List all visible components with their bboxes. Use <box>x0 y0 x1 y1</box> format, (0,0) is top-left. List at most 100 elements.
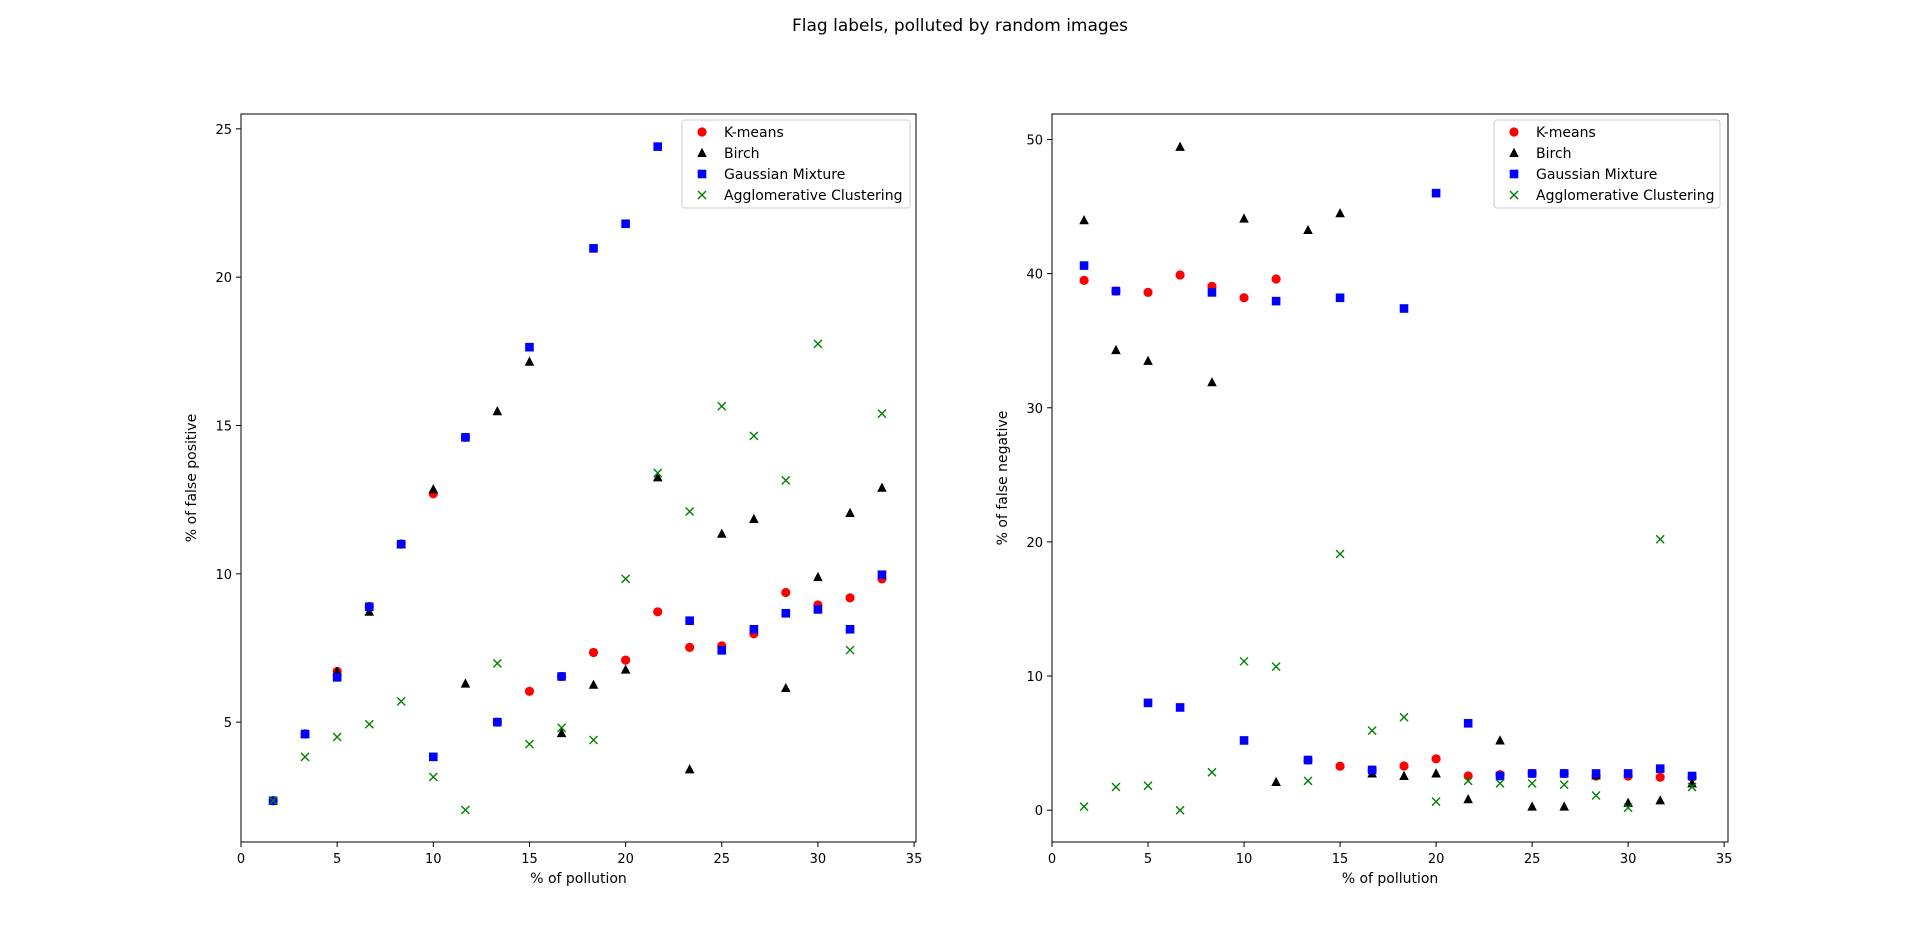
data-point <box>332 732 342 742</box>
data-point <box>1335 761 1345 771</box>
data-point <box>1239 656 1249 666</box>
x-tick-label: 5 <box>1144 852 1152 867</box>
data-point <box>685 642 695 652</box>
data-point <box>1495 778 1505 788</box>
y-tick-label: 0 <box>1035 804 1043 819</box>
data-point <box>1463 718 1473 728</box>
data-point <box>1143 698 1153 708</box>
x-tick-label: 25 <box>1524 852 1541 867</box>
x-tick-label: 15 <box>521 852 538 867</box>
x-tick-label: 0 <box>1048 852 1056 867</box>
legend-marker <box>697 190 707 200</box>
data-point <box>1687 771 1697 781</box>
data-point <box>589 244 598 253</box>
legend: K-means Birch Gaussian Mixture Agglomerativ… <box>1493 119 1721 209</box>
data-point <box>1431 797 1441 807</box>
data-point <box>1527 769 1537 778</box>
y-tick-label: 20 <box>1026 536 1043 551</box>
data-point <box>781 587 791 598</box>
subplot-2: 0 5 10 15 20 25 30 35 0 10 20 30 40 50 % of pollution%… <box>995 113 1733 887</box>
data-point <box>364 719 374 729</box>
data-point <box>429 752 438 762</box>
legend-marker <box>1509 127 1519 137</box>
data-point <box>1207 288 1217 297</box>
data-point <box>492 658 502 668</box>
data-point <box>396 539 406 549</box>
data-point <box>653 607 663 617</box>
data-point <box>364 602 374 612</box>
legend-label: Birch <box>724 146 760 162</box>
data-point <box>556 727 567 738</box>
legend-box <box>681 119 911 209</box>
data-point <box>525 342 534 352</box>
data-point <box>621 574 631 584</box>
legend-label: Agglomerative Clustering <box>724 188 902 204</box>
data-point <box>1079 261 1089 270</box>
data-point <box>749 431 759 441</box>
x-tick-label: 15 <box>1332 852 1349 867</box>
data-point <box>1463 794 1473 804</box>
x-tick-label: 20 <box>617 852 634 867</box>
data-point <box>813 571 823 582</box>
data-point <box>1175 270 1185 280</box>
series-gaussian-mixture <box>268 142 887 806</box>
data-point <box>621 219 630 229</box>
data-point <box>1271 776 1281 787</box>
data-point <box>877 570 887 580</box>
data-point <box>1399 770 1409 781</box>
data-point <box>845 593 855 603</box>
series-agglomerative-clustering <box>1079 534 1697 815</box>
data-point <box>1239 736 1249 745</box>
data-point <box>1207 767 1217 777</box>
data-point <box>1399 304 1409 313</box>
data-point <box>1367 726 1377 736</box>
x-tick-label: 20 <box>1428 852 1445 867</box>
data-point <box>877 482 887 492</box>
data-point <box>1623 797 1633 807</box>
legend-marker <box>1509 147 1519 157</box>
y-axis-label: % of false positive <box>184 414 200 542</box>
data-point <box>1591 790 1601 800</box>
data-point <box>1655 772 1665 782</box>
data-point <box>1111 286 1121 296</box>
data-point <box>717 646 727 655</box>
data-point <box>300 752 310 762</box>
x-axis-label: % of pollution <box>1342 871 1439 887</box>
x-tick-label: 30 <box>1620 852 1637 867</box>
data-point <box>1655 534 1665 544</box>
data-point <box>1559 780 1569 790</box>
x-axis-label: % of pollution <box>530 871 627 887</box>
x-tick-label: 25 <box>713 852 730 867</box>
data-point <box>460 678 471 688</box>
data-point <box>1303 776 1313 786</box>
y-axis-label: % of false negative <box>995 411 1011 546</box>
data-point <box>1623 769 1633 778</box>
data-point <box>813 339 823 349</box>
series-birch <box>268 356 887 805</box>
legend: K-means Birch Gaussian Mixture Agglomerativ… <box>681 119 911 209</box>
data-point <box>1303 224 1313 235</box>
data-point <box>717 401 727 411</box>
data-point <box>1559 769 1569 778</box>
legend-label: Agglomerative Clustering <box>1536 188 1714 204</box>
x-tick-label: 35 <box>1716 852 1733 867</box>
data-point <box>1367 765 1377 775</box>
data-point <box>621 655 631 665</box>
data-point <box>300 729 310 739</box>
data-point <box>1303 755 1313 765</box>
x-tick-label: 35 <box>906 852 923 867</box>
data-point <box>1111 344 1121 355</box>
data-point <box>589 735 598 745</box>
y-tick-label: 25 <box>215 123 232 138</box>
data-point <box>781 682 791 693</box>
data-point <box>557 672 566 681</box>
legend-marker <box>1509 190 1519 200</box>
data-point <box>653 468 663 478</box>
y-tick-label: 20 <box>215 271 232 286</box>
series-gaussian-mixture <box>1079 188 1697 781</box>
data-point <box>428 484 439 494</box>
data-point <box>845 507 855 518</box>
data-point <box>1271 296 1281 306</box>
data-point <box>492 406 503 416</box>
